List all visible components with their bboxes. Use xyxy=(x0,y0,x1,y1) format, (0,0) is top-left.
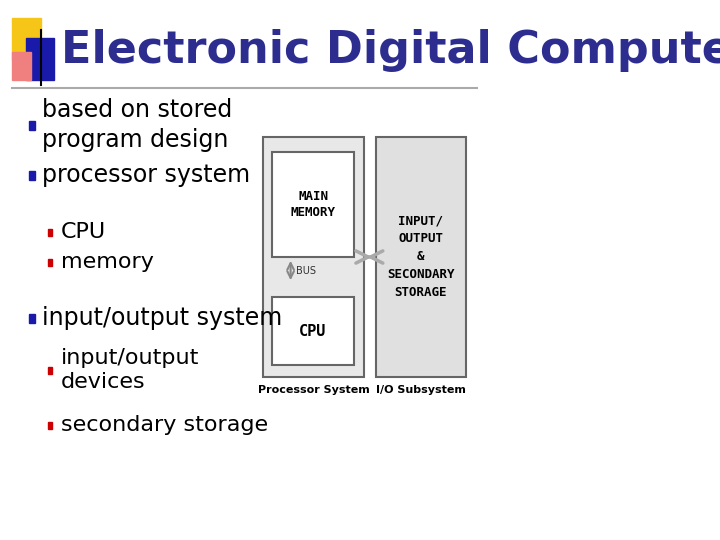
Bar xyxy=(29,171,35,179)
Text: input/output
devices: input/output devices xyxy=(61,348,199,393)
Bar xyxy=(376,137,466,377)
Text: based on stored
program design: based on stored program design xyxy=(42,98,233,152)
Text: CPU: CPU xyxy=(61,222,107,242)
Bar xyxy=(48,367,53,374)
Bar xyxy=(264,137,364,377)
Bar xyxy=(271,152,354,257)
Bar xyxy=(29,120,35,130)
Bar xyxy=(26,38,54,80)
Text: memory: memory xyxy=(61,252,154,272)
Text: I/O Subsystem: I/O Subsystem xyxy=(376,385,466,395)
Text: secondary storage: secondary storage xyxy=(61,415,269,435)
Bar xyxy=(29,314,35,322)
Text: BUS: BUS xyxy=(296,266,316,275)
Bar xyxy=(12,18,41,60)
Text: CPU: CPU xyxy=(300,323,327,339)
Bar xyxy=(12,52,31,80)
Text: Electronic Digital Computers: Electronic Digital Computers xyxy=(61,29,720,71)
Text: input/output system: input/output system xyxy=(42,306,282,330)
Text: MAIN
MEMORY: MAIN MEMORY xyxy=(290,190,336,219)
Text: processor system: processor system xyxy=(42,163,251,187)
Bar xyxy=(48,228,53,235)
Text: Processor System: Processor System xyxy=(258,385,369,395)
Bar xyxy=(48,259,53,266)
Bar xyxy=(271,297,354,365)
Text: INPUT/
OUTPUT
&
SECONDARY
STORAGE: INPUT/ OUTPUT & SECONDARY STORAGE xyxy=(387,214,455,300)
Bar xyxy=(48,422,53,429)
